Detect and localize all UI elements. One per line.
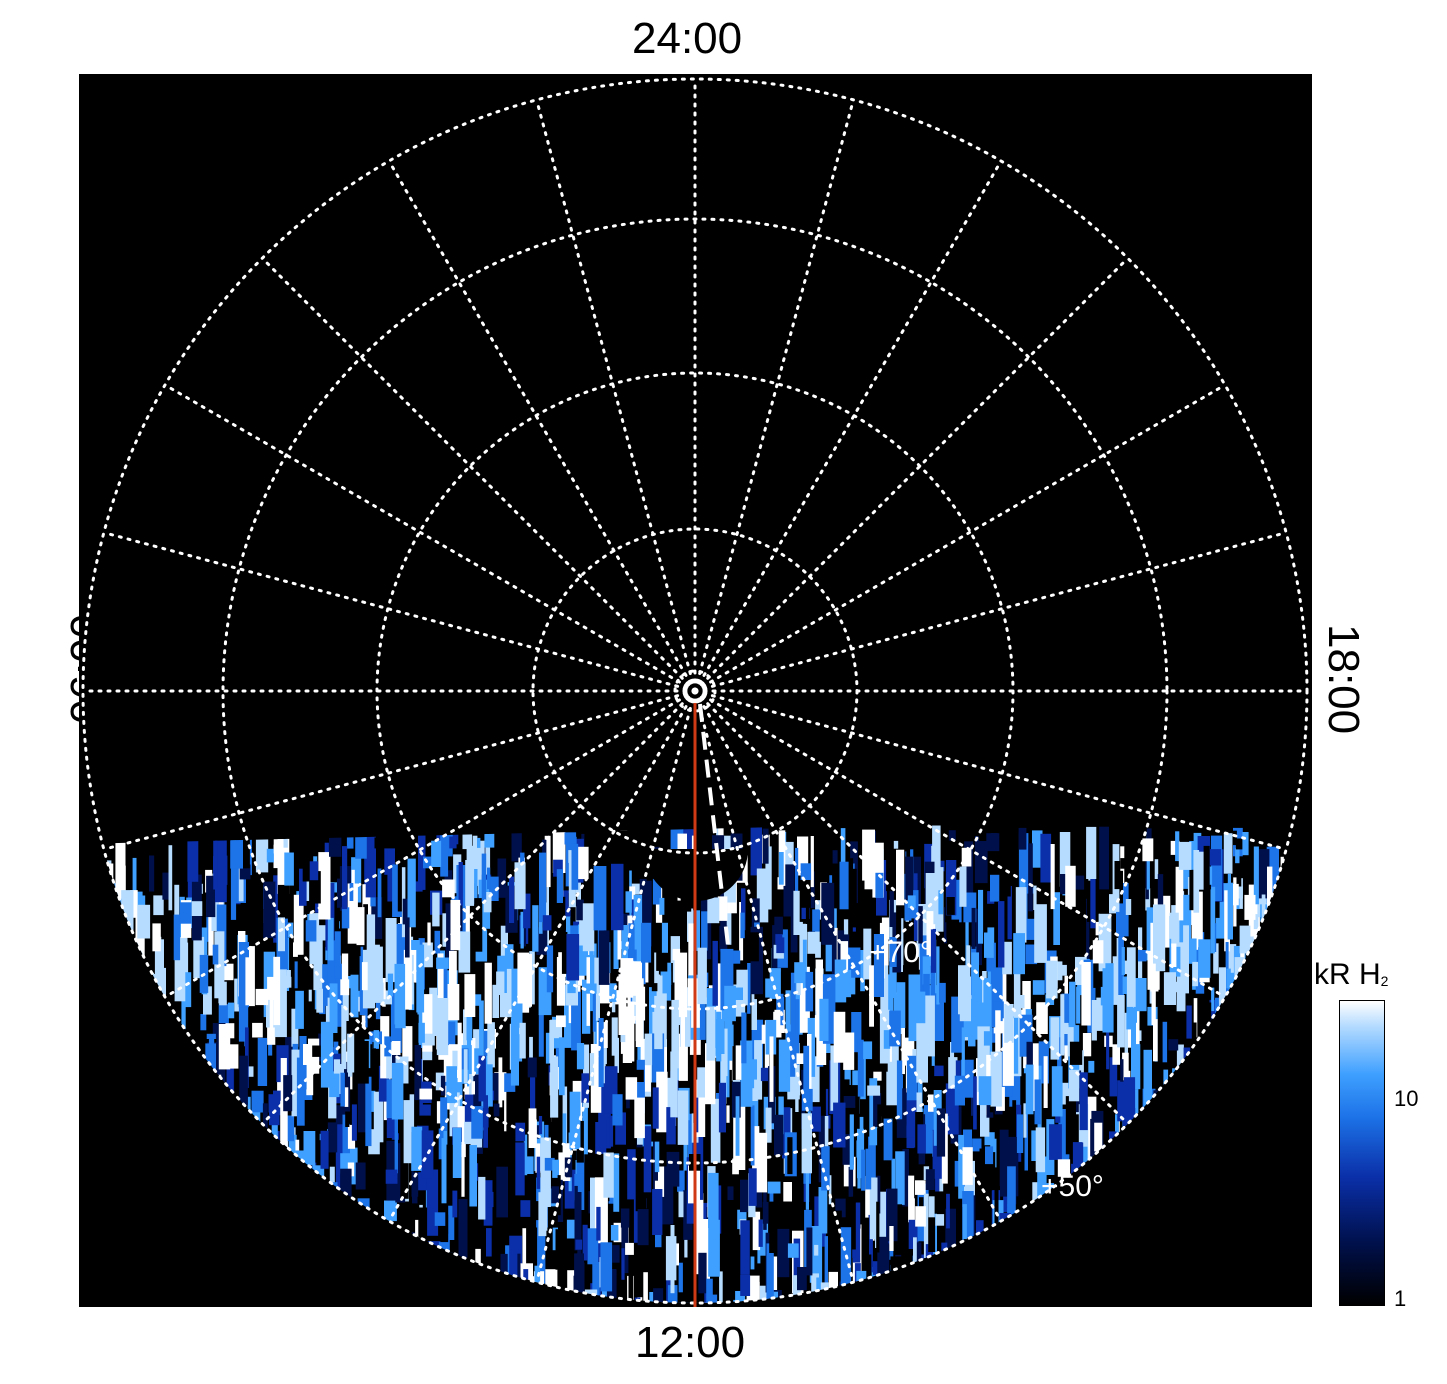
polar-grid — [81, 77, 1309, 1305]
time-label-18: 18:00 — [1319, 624, 1368, 735]
meridian — [693, 689, 1288, 851]
meridian — [535, 689, 697, 1284]
meridian — [102, 531, 697, 693]
meridian — [693, 689, 1003, 1223]
meridian — [163, 689, 697, 999]
meridian — [387, 689, 697, 1223]
polar-aurora-map: +70° +50° — [79, 74, 1312, 1307]
colorbar-tick-10: 10 — [1394, 1086, 1419, 1111]
meridian — [102, 689, 697, 851]
meridian — [163, 383, 697, 693]
meridian — [693, 98, 855, 693]
meridian — [693, 383, 1227, 693]
meridian — [693, 689, 1130, 1126]
latitude-label-70: +70° — [869, 936, 932, 969]
pole-marker — [682, 678, 708, 704]
meridian — [535, 98, 697, 693]
latitude-circle — [81, 77, 1309, 1305]
overlay-layer — [682, 678, 731, 1307]
meridian — [693, 689, 1227, 999]
colorbar-tick-1: 1 — [1394, 1286, 1407, 1311]
meridian — [260, 689, 697, 1126]
meridian — [260, 256, 697, 693]
time-label-12: 12:00 — [635, 1318, 746, 1367]
colorbar — [1339, 1000, 1385, 1306]
meridian — [693, 256, 1130, 693]
meridian — [693, 531, 1288, 693]
colorbar-title: kR H2 — [1314, 958, 1389, 991]
meridian — [693, 689, 855, 1284]
latitude-label-50: +50° — [1041, 1170, 1104, 1203]
dashed-spoke — [698, 703, 731, 955]
meridian — [387, 159, 697, 693]
meridian — [693, 159, 1003, 693]
time-label-24: 24:00 — [632, 14, 743, 63]
